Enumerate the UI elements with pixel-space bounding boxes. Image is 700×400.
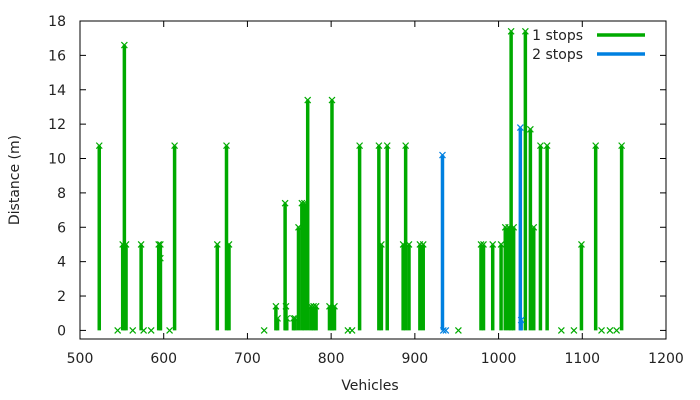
- data-point: [260, 326, 268, 334]
- x-tick-label: 1100: [564, 351, 600, 367]
- x-tick-label: 700: [234, 351, 261, 367]
- data-point: [356, 142, 364, 150]
- data-point: [510, 223, 518, 231]
- data-point: [283, 314, 291, 322]
- data-point: [122, 241, 130, 248]
- data-point: [375, 142, 383, 150]
- series-2-stops: [439, 124, 525, 334]
- data-point: [213, 241, 221, 248]
- data-point: [171, 142, 179, 150]
- data-point: [281, 199, 289, 207]
- data-point: [507, 27, 515, 35]
- data-point: [312, 302, 320, 310]
- data-point: [516, 124, 524, 131]
- data-point: [606, 326, 614, 334]
- y-tick-label: 18: [48, 14, 66, 30]
- data-point: [442, 326, 450, 334]
- y-axis-label: Distance (m): [7, 135, 23, 225]
- x-tick-label: 1000: [481, 351, 517, 367]
- plot-frame: [79, 20, 667, 340]
- data-point: [166, 326, 173, 334]
- y-tick-label: 10: [48, 152, 66, 168]
- y-tick-label: 4: [57, 255, 66, 271]
- data-point: [439, 326, 447, 334]
- data-point: [480, 241, 487, 248]
- legend-label-1: 1 stops: [532, 28, 583, 44]
- data-point: [557, 326, 565, 334]
- data-point: [140, 326, 148, 334]
- data-point: [598, 326, 605, 334]
- legend-label-2: 2 stops: [532, 47, 583, 63]
- data-point: [497, 241, 505, 248]
- x-tick-label: 1200: [648, 351, 684, 367]
- legend: 1 stops 2 stops: [532, 28, 645, 63]
- data-point: [489, 241, 497, 248]
- data-point: [530, 223, 538, 231]
- data-point: [578, 241, 585, 248]
- data-point: [137, 241, 145, 248]
- data-point: [114, 326, 122, 334]
- data-point: [156, 241, 164, 248]
- data-point: [537, 142, 544, 150]
- y-tick-label: 16: [48, 48, 66, 64]
- y-tick-label: 2: [57, 289, 66, 305]
- data-point: [95, 142, 103, 150]
- y-axis: 0 2 4 6 8 10 12 14 16 18: [48, 14, 666, 339]
- data-point: [147, 326, 155, 334]
- data-point: [613, 326, 621, 334]
- y-tick-label: 12: [48, 117, 66, 133]
- x-tick-label: 900: [401, 351, 428, 367]
- data-series: [95, 27, 626, 334]
- y-tick-label: 14: [48, 83, 66, 99]
- data-point: [377, 241, 385, 248]
- data-point: [304, 96, 312, 104]
- x-tick-label: 800: [318, 351, 345, 367]
- data-point: [526, 125, 534, 133]
- y-tick-label: 8: [57, 186, 66, 202]
- data-point: [223, 142, 230, 150]
- x-axis: 500 600 700 800 900 1000 1100 1200: [67, 21, 684, 367]
- data-point: [225, 241, 233, 248]
- data-point: [439, 151, 446, 159]
- data-point: [454, 326, 462, 334]
- data-point: [383, 142, 391, 150]
- data-point: [592, 142, 600, 150]
- data-point: [405, 241, 413, 248]
- data-point: [348, 326, 356, 334]
- data-point: [120, 41, 128, 49]
- data-point: [129, 326, 137, 334]
- x-tick-label: 500: [67, 351, 94, 367]
- series-1-stops: [95, 27, 626, 334]
- data-point: [331, 302, 338, 310]
- data-point: [402, 142, 410, 150]
- data-point: [521, 27, 529, 35]
- data-point: [543, 142, 551, 150]
- data-point: [570, 326, 578, 334]
- y-tick-label: 0: [57, 323, 66, 339]
- data-point: [328, 96, 336, 104]
- x-axis-label: Vehicles: [341, 378, 398, 394]
- data-point: [618, 142, 626, 150]
- x-tick-label: 600: [150, 351, 177, 367]
- data-point: [274, 314, 281, 322]
- data-point: [517, 316, 525, 324]
- y-tick-label: 6: [57, 220, 66, 236]
- data-point: [419, 241, 427, 248]
- data-point: [282, 302, 290, 310]
- data-point: [272, 302, 280, 310]
